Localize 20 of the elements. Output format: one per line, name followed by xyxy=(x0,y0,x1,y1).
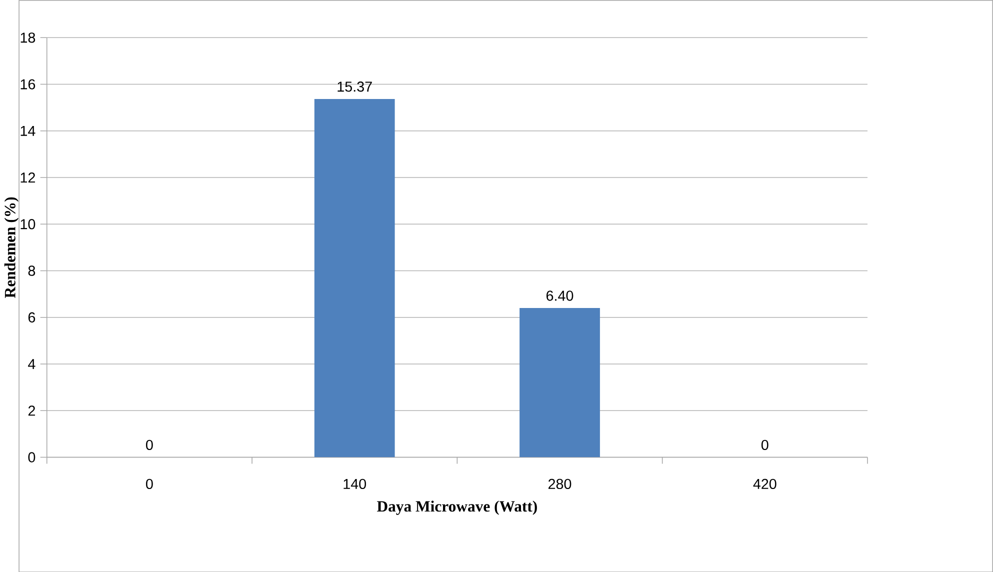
y-tick-label: 18 xyxy=(20,32,36,43)
data-label: 6.40 xyxy=(546,290,574,301)
y-tick-label: 0 xyxy=(28,452,36,462)
x-tick-label: 140 xyxy=(344,478,366,489)
y-tick-label: 6 xyxy=(28,312,36,322)
x-axis-title: Daya Microwave (Watt) xyxy=(376,500,537,515)
y-tick-label: 8 xyxy=(28,266,36,276)
y-axis-title: Rendemen (%) xyxy=(4,197,19,298)
data-label: 0 xyxy=(761,440,768,450)
y-tick-label: 14 xyxy=(20,126,36,136)
y-tick-label: 16 xyxy=(20,79,36,90)
y-tick-label: 2 xyxy=(28,405,35,416)
x-tick-label: 280 xyxy=(548,478,572,489)
data-label: 15.37 xyxy=(338,81,372,92)
x-tick-label: 420 xyxy=(753,478,776,489)
y-tick-label: 12 xyxy=(20,172,35,182)
x-tick-label: 0 xyxy=(146,478,153,489)
data-label: 0 xyxy=(146,440,153,450)
y-tick-label: 4 xyxy=(28,358,36,369)
y-tick-label: 10 xyxy=(20,218,36,230)
